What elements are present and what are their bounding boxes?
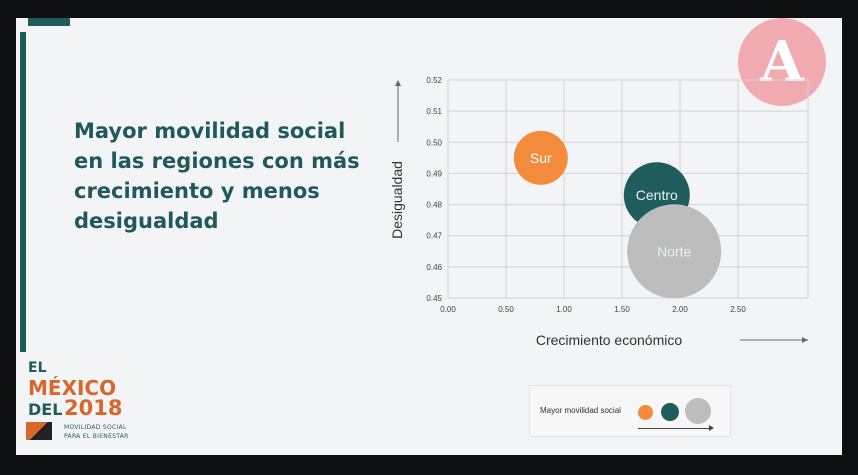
brand-tagline-1: MOVILIDAD SOCIAL — [64, 424, 127, 431]
x-tick-label: 2.50 — [730, 305, 746, 314]
legend-dot-medium — [661, 403, 679, 421]
legend-dot-large — [685, 398, 711, 424]
y-axis-label: Desigualdad — [389, 161, 405, 239]
title-line: crecimiento y menos — [74, 179, 320, 203]
legend: Mayor movilidad social — [529, 385, 731, 437]
y-tick-label: 0.45 — [426, 294, 442, 303]
y-tick-label: 0.51 — [426, 107, 442, 116]
legend-dot-small — [638, 405, 653, 420]
bubble-chart: 0.45 0.46 0.47 0.48 0.49 0.50 0.51 0.52 0.00 0.50… — [389, 76, 809, 348]
y-axis-arrowhead-icon — [395, 80, 401, 86]
y-tick-label: 0.49 — [426, 169, 442, 178]
accent-bar-side — [20, 32, 26, 352]
x-axis-label: Crecimiento económico — [536, 332, 682, 348]
title-line: Mayor movilidad social — [74, 119, 346, 143]
x-tick-label: 1.50 — [614, 305, 630, 314]
y-tick-label: 0.48 — [426, 201, 442, 210]
accent-bar-top — [28, 18, 70, 26]
x-tick-label: 1.00 — [556, 305, 572, 314]
bubble-label: Sur — [530, 150, 552, 166]
publisher-logo: A — [738, 18, 826, 106]
brand-del: DEL — [28, 400, 63, 419]
brand-el: EL — [28, 360, 47, 376]
bubble-sur — [513, 130, 568, 185]
bubble-label: Centro — [636, 187, 678, 203]
brand-mexico: MÉXICO — [28, 376, 117, 400]
title-line: desigualdad — [74, 209, 219, 233]
legend-arrow-icon — [638, 425, 714, 431]
bubble-label: Norte — [657, 243, 691, 259]
title-line: en las regiones con más — [74, 149, 360, 173]
y-tick-label: 0.46 — [426, 263, 442, 272]
y-tick-label: 0.50 — [426, 138, 442, 147]
x-tick-label: 0.00 — [440, 305, 456, 314]
y-tick-label: 0.47 — [426, 232, 442, 241]
x-tick-label: 2.00 — [672, 305, 688, 314]
slide-title: Mayor movilidad social en las regiones c… — [74, 116, 364, 236]
brand-tagline-2: PARA EL BIENESTAR — [64, 433, 129, 440]
x-axis-arrowhead-icon — [802, 337, 808, 343]
y-tick-label: 0.52 — [426, 76, 442, 85]
brand-year: 2018 — [64, 396, 123, 420]
bubble-norte — [627, 204, 722, 299]
brand-mark-icon — [26, 422, 52, 440]
slide: Mayor movilidad social en las regiones c… — [16, 18, 842, 455]
brand-logo: EL MÉXICO DEL 2018 MOVILIDAD SOCIAL PARA… — [26, 358, 146, 453]
legend-label: Mayor movilidad social — [540, 406, 621, 415]
x-tick-label: 0.50 — [498, 305, 514, 314]
